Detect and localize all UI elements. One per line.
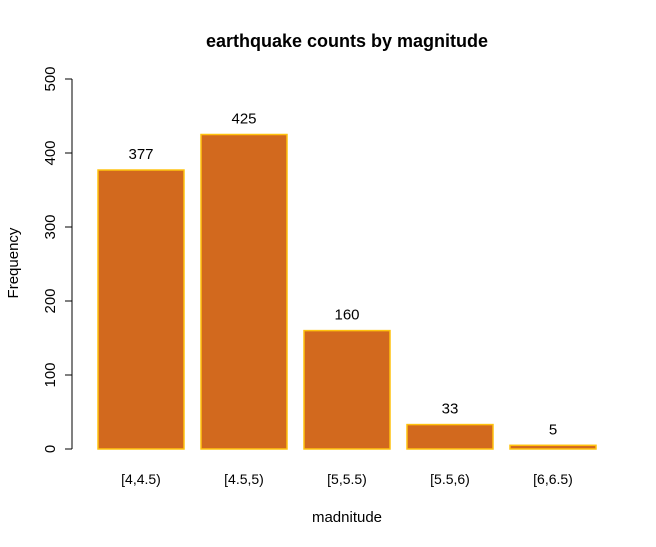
y-tick-label: 0 (42, 445, 59, 453)
bar-value-label: 33 (442, 401, 459, 418)
bar-value-label: 425 (231, 111, 256, 128)
bar (200, 133, 288, 450)
y-tick-label: 300 (42, 214, 59, 239)
bar (97, 169, 185, 450)
bar (303, 329, 391, 450)
y-tick-label: 200 (42, 288, 59, 313)
data-labels: 377 425 160 33 5 (128, 111, 557, 439)
x-category-label: [6,6.5) (533, 471, 573, 487)
x-category-label: [4,4.5) (121, 471, 161, 487)
x-category-label: [4.5,5) (224, 471, 264, 487)
y-tick-label: 400 (42, 140, 59, 165)
chart-title: earthquake counts by magnitude (206, 31, 488, 51)
x-category-label: [5.5,6) (430, 471, 470, 487)
bar-value-label: 377 (128, 146, 153, 163)
bar (509, 444, 597, 450)
x-category-labels: [4,4.5) [4.5,5) [5,5.5) [5.5,6) [6,6.5) (121, 471, 573, 487)
bar (406, 423, 494, 450)
bars (97, 133, 597, 450)
y-axis-label: Frequency (5, 227, 22, 298)
y-tick-label: 500 (42, 66, 59, 91)
y-tick-label: 100 (42, 362, 59, 387)
x-category-label: [5,5.5) (327, 471, 367, 487)
y-axis: 0 100 200 300 400 500 (42, 66, 73, 453)
bar-value-label: 160 (334, 307, 359, 324)
bar-value-label: 5 (549, 421, 557, 438)
x-axis-label: madnitude (312, 509, 382, 526)
